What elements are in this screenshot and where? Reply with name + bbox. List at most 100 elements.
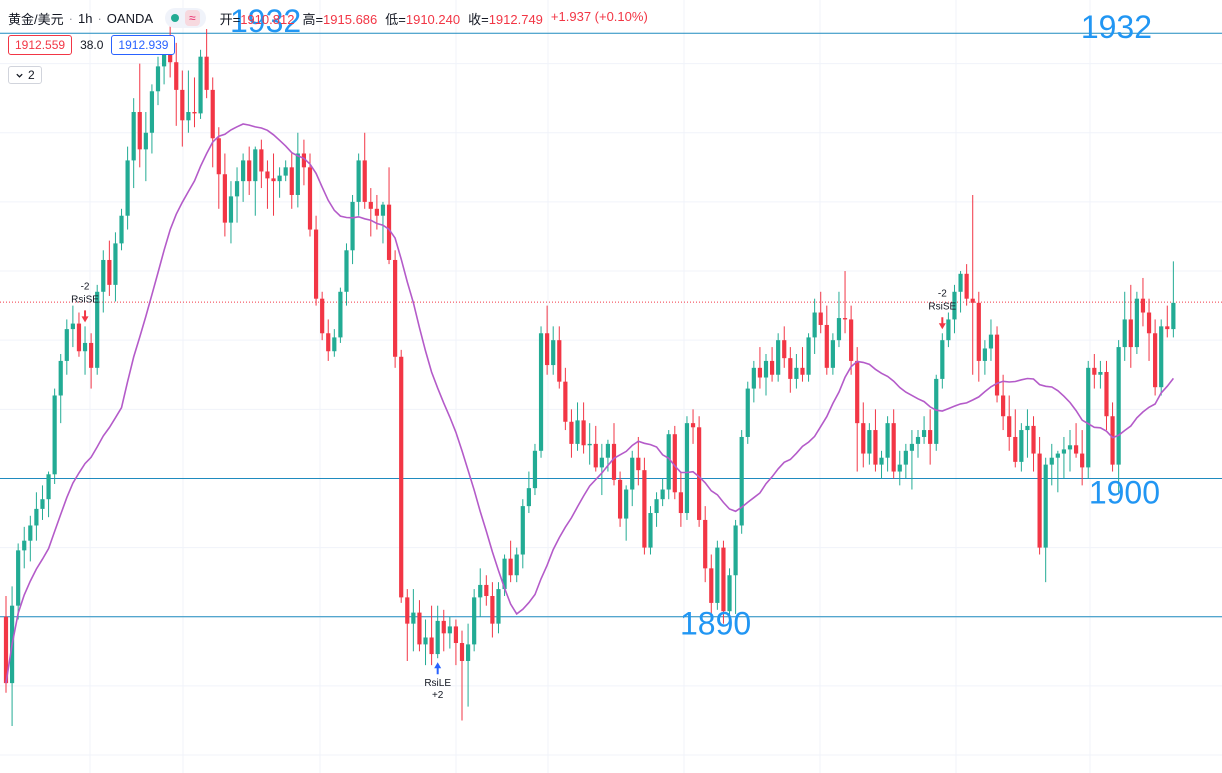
candle-body [654, 499, 659, 514]
candle-body [909, 443, 915, 451]
open-value: 1910.812 [240, 11, 295, 27]
candle-body [605, 443, 611, 458]
candle [994, 326, 1000, 403]
candle [569, 409, 574, 458]
candle-body [818, 312, 823, 325]
candle-body [222, 174, 227, 223]
candle-body [630, 457, 635, 490]
candle [520, 499, 525, 569]
candle-body [149, 91, 155, 133]
candle [617, 471, 623, 527]
candle [532, 443, 538, 496]
candle-body [788, 358, 793, 379]
candle-body [666, 434, 671, 490]
candle [824, 305, 829, 375]
candle [210, 77, 215, 168]
separator-dot: · [68, 10, 73, 26]
candle [429, 605, 434, 666]
candle [915, 430, 921, 458]
candle [247, 146, 252, 195]
candle-body [915, 436, 921, 444]
broker-label: OANDA [106, 10, 154, 26]
candle-body [1140, 298, 1146, 313]
candle-body [824, 324, 829, 368]
signal-qty: +2 [432, 690, 444, 701]
candle-body [58, 360, 63, 396]
candle [320, 291, 325, 341]
candle-body [1122, 319, 1127, 348]
candle [976, 291, 981, 382]
horizontal-levels [0, 32, 1222, 618]
candle [666, 430, 671, 500]
level-label: 1932 [230, 3, 301, 39]
candle-body [721, 547, 726, 612]
candle-body [76, 323, 82, 352]
candle-body [1086, 367, 1091, 468]
candle [891, 409, 896, 479]
candle [684, 416, 690, 520]
candle-body [557, 340, 562, 382]
candle-body [253, 149, 258, 182]
interval-label[interactable]: 1h [77, 10, 93, 26]
candle [253, 146, 258, 216]
candle-body [1001, 395, 1006, 417]
candle-body [465, 644, 471, 661]
candle [271, 153, 276, 216]
candle [806, 333, 811, 382]
candle [101, 250, 106, 313]
sell-price-button[interactable]: 1912.559 [8, 35, 73, 55]
candle [1025, 409, 1030, 458]
candle [362, 132, 367, 209]
buy-price-button[interactable]: 1912.939 [111, 35, 176, 55]
candle [52, 388, 57, 484]
candle-body [976, 302, 981, 361]
candle [1153, 319, 1158, 396]
short-signal: RsiSE -2 [928, 288, 957, 330]
candle-body [709, 568, 714, 603]
candle-body [490, 595, 495, 624]
candle [739, 430, 744, 534]
candle [478, 568, 483, 617]
moving-average-line [5, 123, 1175, 684]
change-value: +1.937 (+0.10%) [550, 8, 648, 24]
candle [1055, 450, 1060, 493]
candle [228, 181, 234, 244]
symbol-name[interactable]: 黄金/美元 [8, 11, 64, 27]
candle-body [806, 337, 811, 375]
candle-body [1116, 347, 1121, 465]
candle-body [538, 333, 544, 451]
candle-body [1043, 464, 1048, 548]
candle-body [119, 215, 124, 244]
candle-body [1146, 312, 1152, 334]
candle [490, 582, 495, 638]
candle-body [484, 584, 489, 596]
candle-body [216, 138, 221, 175]
candle-body [429, 637, 434, 655]
candle [472, 589, 477, 652]
candle-body [745, 388, 750, 437]
ohlc-values: 开=1910.812 高=1915.686 低=1910.240 收=1912.… [220, 9, 648, 28]
candle-body [344, 250, 349, 292]
candle [313, 215, 319, 306]
candle-body [399, 356, 404, 598]
candle [1007, 395, 1012, 451]
level-label: 1932 [1081, 9, 1152, 45]
candle [356, 153, 361, 216]
candle [988, 319, 994, 361]
candle-body [697, 427, 702, 520]
candle [970, 194, 975, 375]
candle-body [131, 112, 136, 161]
market-status-pill[interactable]: ≈ [165, 8, 206, 28]
candle-body [234, 181, 240, 197]
candle-body [575, 420, 580, 444]
candle-body [873, 430, 878, 465]
candle [672, 425, 677, 500]
candle [131, 98, 136, 189]
candle-body [405, 597, 410, 624]
candle [16, 543, 21, 620]
indicators-toggle-button[interactable]: 2 [8, 66, 42, 84]
candle [307, 153, 313, 237]
candle [1043, 457, 1048, 583]
candle-body [271, 178, 276, 182]
